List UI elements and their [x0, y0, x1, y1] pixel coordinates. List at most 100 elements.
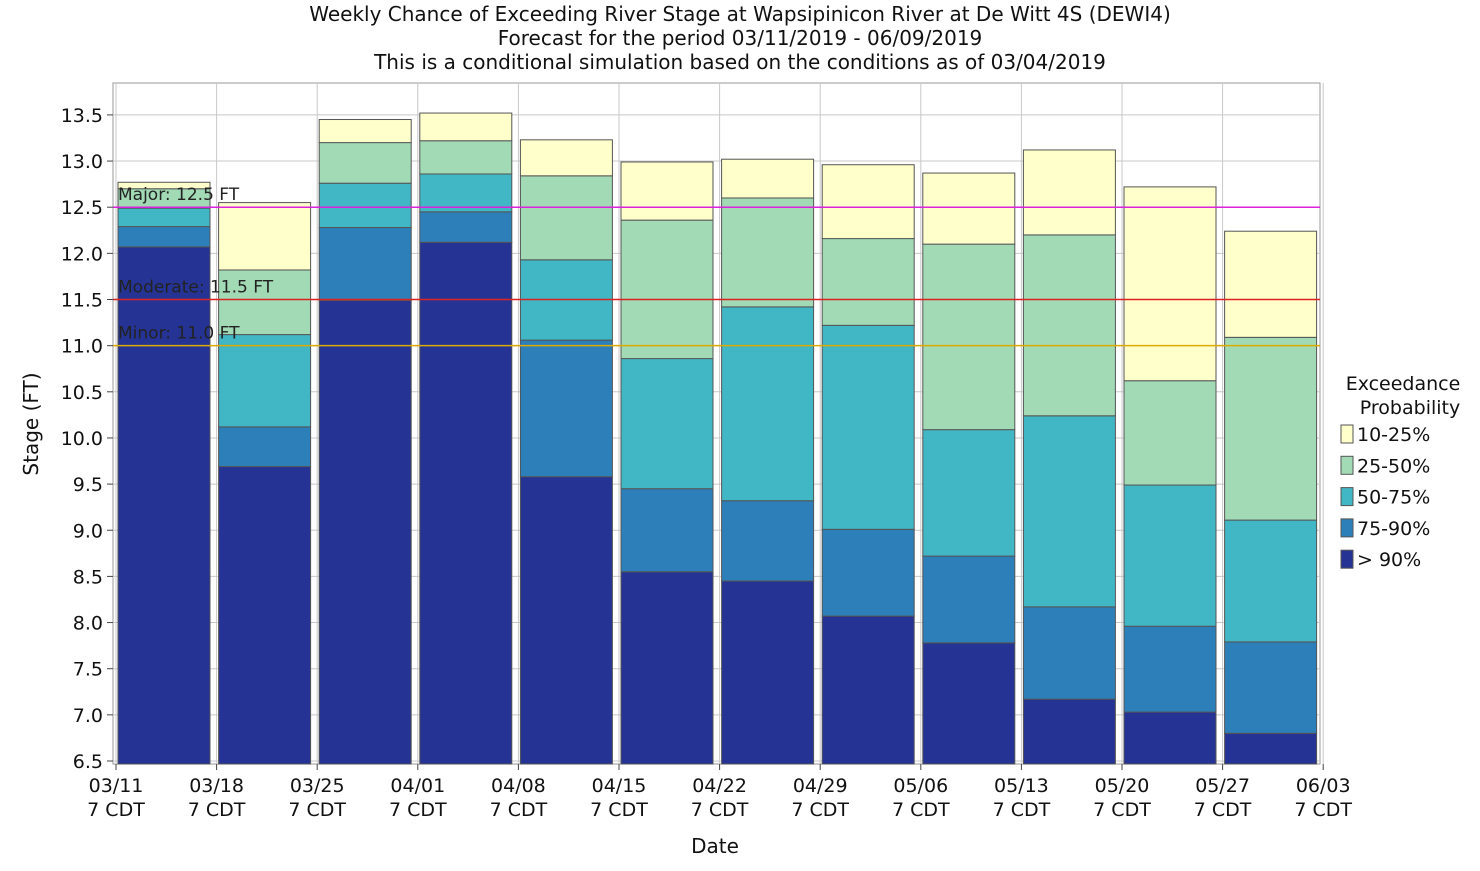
bar-segment — [721, 500, 815, 582]
y-tick-label: 13.5 — [61, 105, 103, 127]
bar-segment — [620, 488, 714, 573]
x-tick-label-date: 04/29 — [793, 775, 848, 797]
x-tick-label-date: 05/20 — [1095, 775, 1150, 797]
x-tick-label-date: 03/25 — [290, 775, 345, 797]
bar-segment — [1123, 484, 1217, 627]
legend-title: Probability — [1360, 397, 1460, 419]
bar-segment — [821, 164, 915, 240]
legend-label: 50-75% — [1357, 487, 1430, 509]
x-axis-title: Date — [691, 834, 739, 858]
legend-swatch — [1340, 549, 1354, 569]
bar-segment — [519, 175, 613, 261]
legend-label: 75-90% — [1357, 518, 1430, 540]
bar-segment — [519, 476, 613, 765]
reference-line-label: Major: 12.5 FT — [118, 185, 240, 205]
legend-label: > 90% — [1357, 549, 1421, 571]
bar-segment — [218, 466, 312, 765]
x-tick-label-tz: 7 CDT — [691, 799, 749, 821]
bar-segment — [419, 140, 513, 175]
bar-segment — [821, 615, 915, 765]
bar-segment — [419, 173, 513, 213]
bar-segment — [620, 358, 714, 490]
bar-segment — [218, 202, 312, 271]
x-tick-label-tz: 7 CDT — [791, 799, 849, 821]
x-tick-label-date: 04/15 — [592, 775, 647, 797]
x-tick-label-tz: 7 CDT — [87, 799, 145, 821]
bar-segment — [218, 334, 312, 428]
y-axis-title: Stage (FT) — [19, 372, 43, 475]
x-tick-label-date: 03/18 — [189, 775, 244, 797]
bar-segment — [922, 172, 1016, 245]
bar-segment — [419, 211, 513, 243]
bar-segment — [620, 571, 714, 765]
bar-segment — [1224, 732, 1318, 765]
bar-segment — [721, 158, 815, 199]
bar-segment — [1123, 711, 1217, 765]
x-tick-label-date: 05/06 — [893, 775, 948, 797]
y-tick-label: 7.0 — [73, 705, 103, 727]
reference-lines: Major: 12.5 FT Moderate: 11.5 FT Minor: 11… — [113, 185, 1320, 347]
bar-segment — [117, 181, 211, 190]
x-tick-label-date: 05/27 — [1195, 775, 1250, 797]
x-tick-label-date: 03/11 — [89, 775, 144, 797]
legend-title: Exceedance — [1346, 373, 1461, 395]
bar-segment — [620, 219, 714, 360]
y-axis: 6.5 7.0 7.5 8.0 8.5 9.0 9.5 10.0 10.5 11.0 11.5 12.… — [61, 105, 113, 773]
x-tick-label-tz: 7 CDT — [490, 799, 548, 821]
bar-segment — [922, 429, 1016, 557]
bar-segment — [922, 642, 1016, 765]
y-tick-label: 12.5 — [61, 197, 103, 219]
bar-segment — [821, 238, 915, 326]
bar-segment — [922, 555, 1016, 644]
bar-segment — [721, 306, 815, 502]
x-tick-label-tz: 7 CDT — [288, 799, 346, 821]
bar-segment — [117, 226, 211, 248]
x-tick-label-date: 06/03 — [1296, 775, 1351, 797]
chart-title-line: Forecast for the period 03/11/2019 - 06/… — [498, 26, 983, 50]
bar-segment — [1224, 230, 1318, 338]
y-tick-label: 10.5 — [61, 382, 103, 404]
bar-segment — [821, 324, 915, 530]
bar-segment — [318, 227, 412, 301]
y-tick-label: 6.5 — [73, 751, 103, 773]
bar-segment — [721, 197, 815, 308]
y-tick-label: 9.5 — [73, 474, 103, 496]
bar-segment — [419, 112, 513, 142]
x-tick-label-tz: 7 CDT — [1294, 799, 1352, 821]
x-tick-label-tz: 7 CDT — [1194, 799, 1252, 821]
legend-swatch — [1340, 455, 1354, 475]
bar-segment — [620, 161, 714, 221]
x-tick-label-date: 05/13 — [994, 775, 1049, 797]
legend-swatch — [1340, 518, 1354, 538]
bar-segment — [721, 580, 815, 765]
x-tick-label-tz: 7 CDT — [188, 799, 246, 821]
bar-segment — [1224, 336, 1318, 521]
chart-title: Weekly Chance of Exceeding River Stage a… — [309, 2, 1171, 74]
bar-segment — [218, 269, 312, 336]
y-tick-label: 11.0 — [61, 336, 103, 358]
bar-segment — [1123, 625, 1217, 713]
bar-segment — [1022, 698, 1116, 765]
bar-segment — [1022, 415, 1116, 608]
y-tick-label: 8.5 — [73, 566, 103, 588]
y-tick-label: 10.0 — [61, 428, 103, 450]
y-tick-label: 11.5 — [61, 290, 103, 312]
x-tick-label-date: 04/08 — [491, 775, 546, 797]
legend-label: 25-50% — [1357, 455, 1430, 477]
bar-segment — [1224, 641, 1318, 734]
bar-segment — [318, 142, 412, 184]
bar-segment — [519, 339, 613, 478]
chart-title-line: This is a conditional simulation based o… — [373, 50, 1106, 74]
x-tick-label-tz: 7 CDT — [892, 799, 950, 821]
x-tick-label-tz: 7 CDT — [1093, 799, 1151, 821]
bar-segment — [318, 299, 412, 765]
bar-segment — [1022, 606, 1116, 700]
bar-segment — [821, 528, 915, 617]
bar-segment — [922, 243, 1016, 431]
bar-segment — [117, 207, 211, 228]
bar-segment — [1123, 380, 1217, 486]
y-tick-label: 13.0 — [61, 151, 103, 173]
